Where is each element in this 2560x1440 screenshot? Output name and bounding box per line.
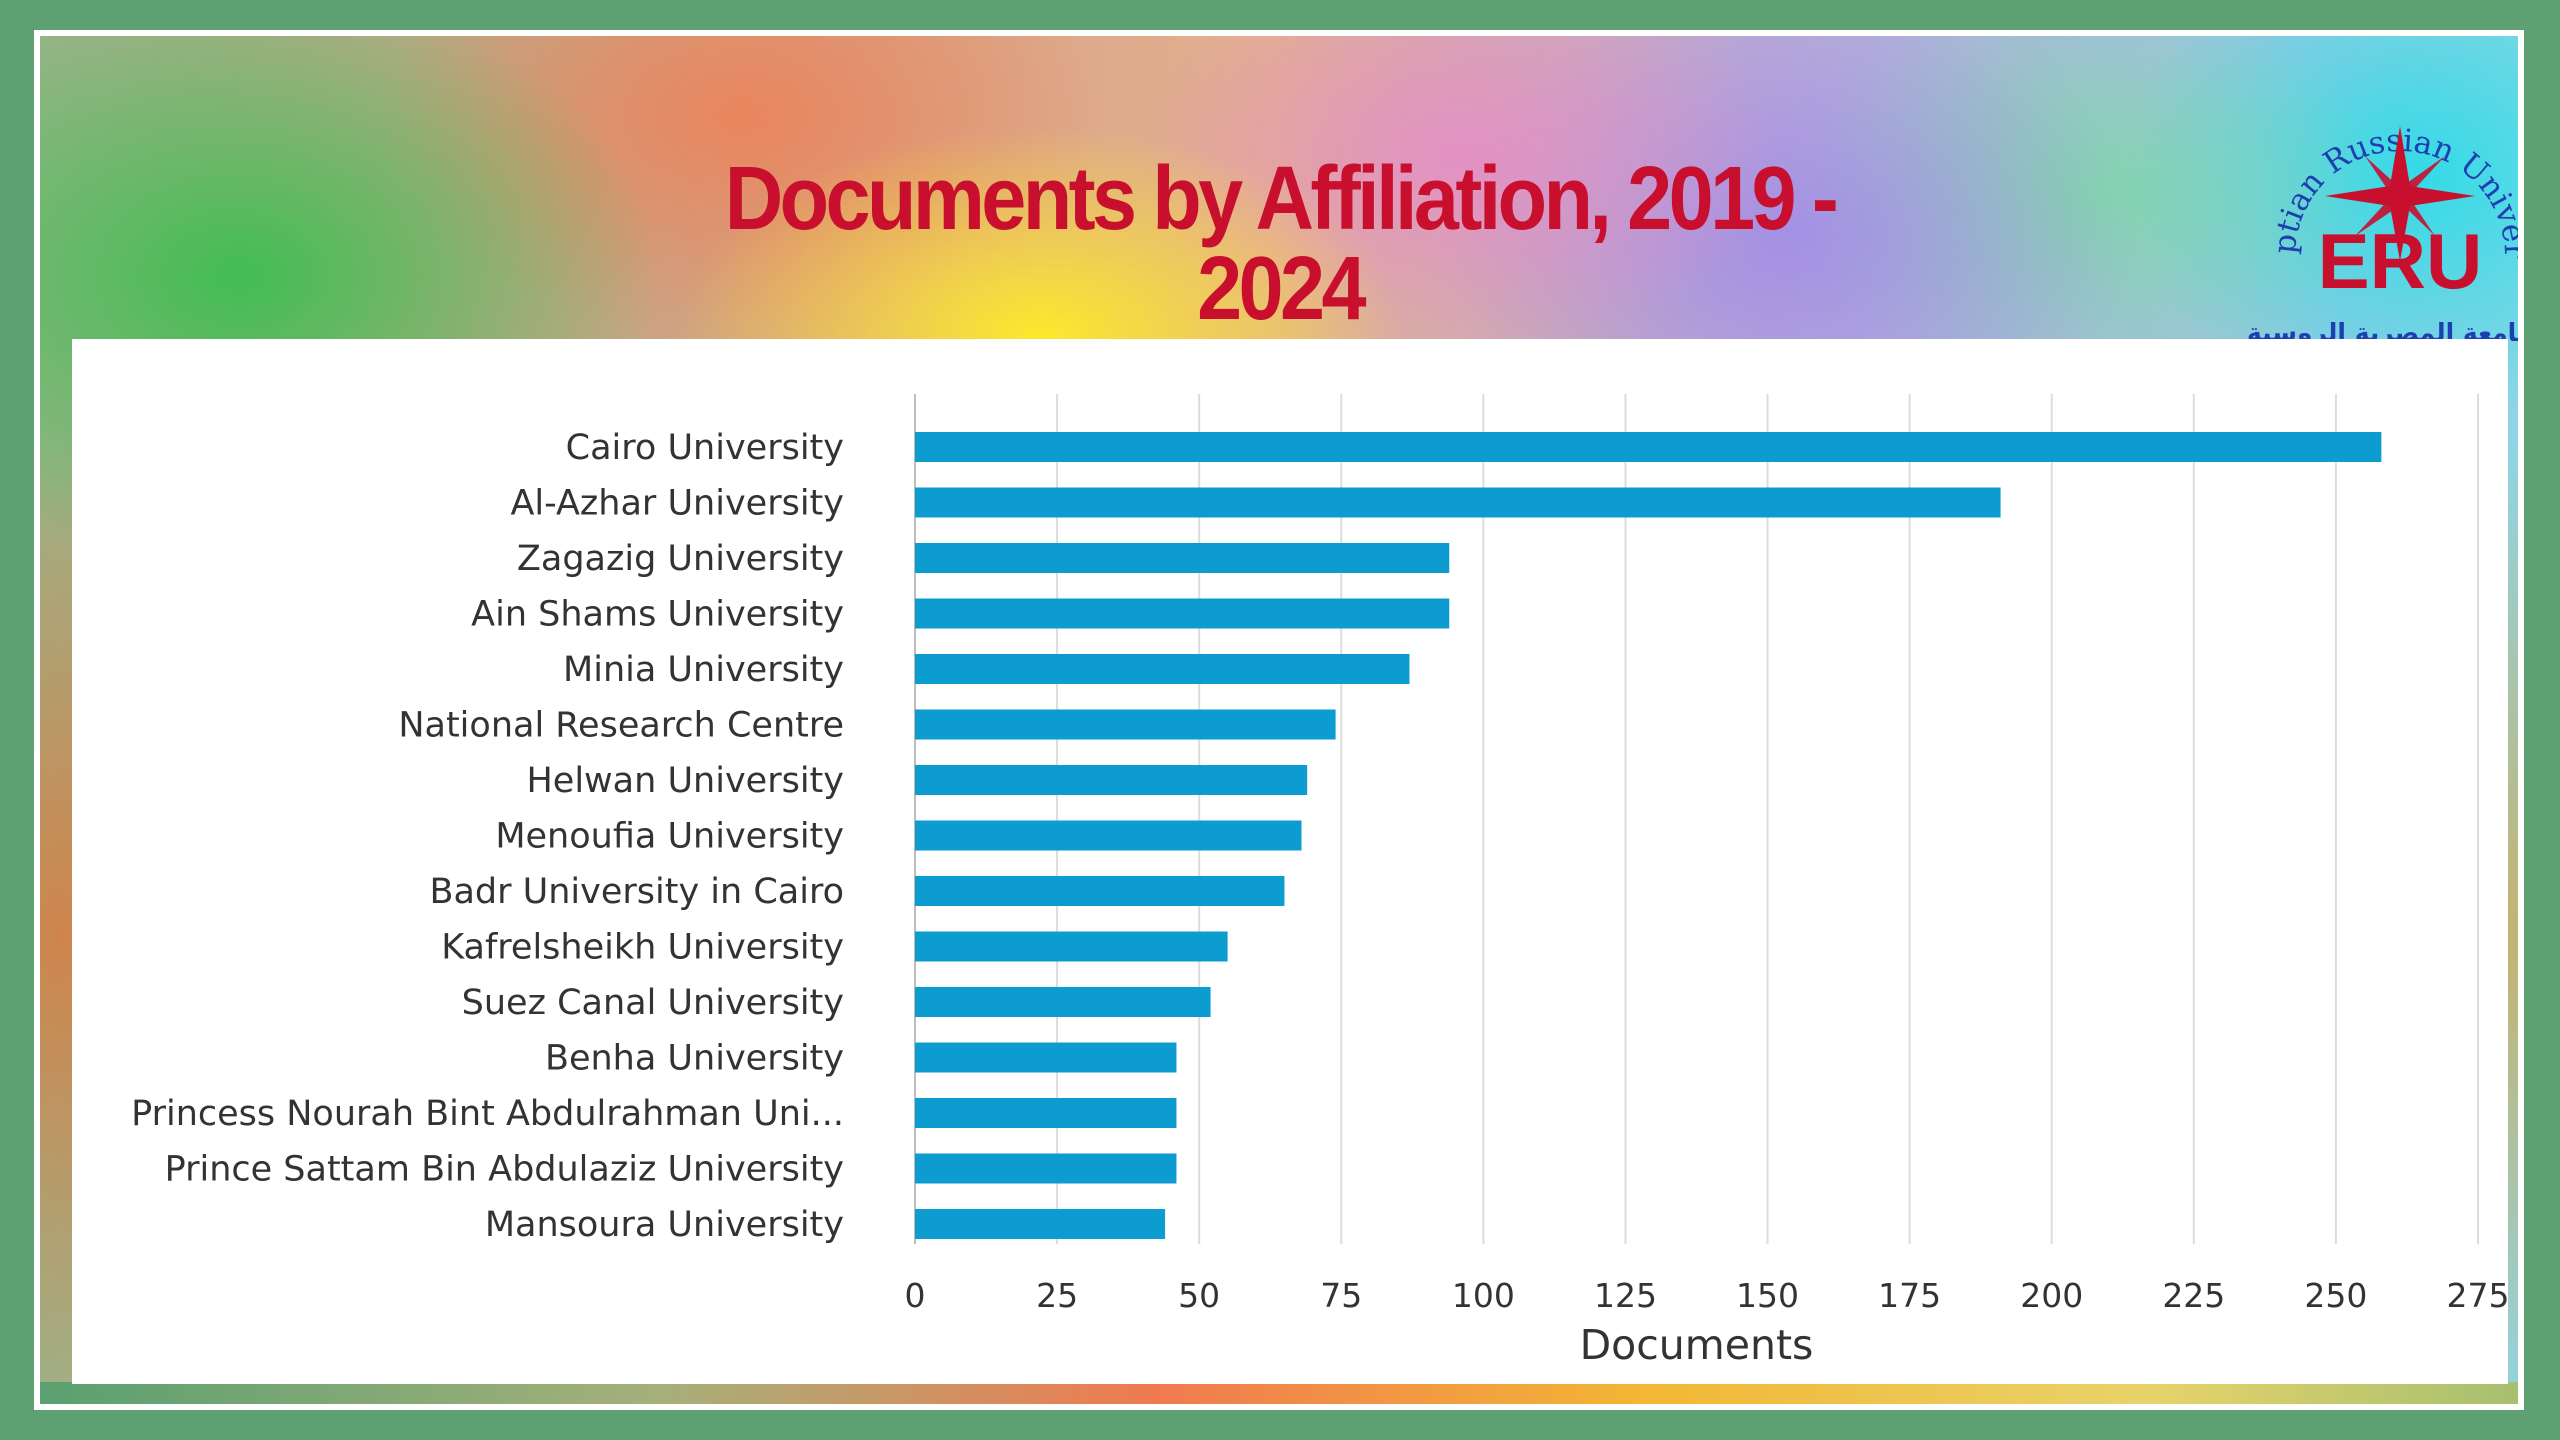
x-tick-label: 125 [1594, 1276, 1657, 1315]
decorative-strip [40, 1382, 2518, 1404]
category-label: Kafrelsheikh University [441, 928, 844, 968]
page-title: Documents by Affiliation, 2019 - 2024 [724, 149, 1839, 339]
category-label: Menoufia University [495, 817, 844, 857]
university-logo: Egyptian Russian University ERU الجامعة … [2230, 46, 2518, 348]
x-tick-label: 25 [1036, 1276, 1078, 1315]
bar[interactable] [915, 598, 1450, 629]
x-tick-label: 200 [2020, 1276, 2083, 1315]
category-label: Zagazig University [517, 539, 844, 579]
x-tick-label: 100 [1452, 1276, 1515, 1315]
x-tick-label: 75 [1320, 1276, 1362, 1315]
category-label: Benha University [545, 1039, 844, 1079]
category-label: Suez Canal University [462, 983, 844, 1023]
bar-chart: Cairo University Al-Azhar University Zagaz… [131, 394, 2509, 1369]
category-label: Minia University [563, 650, 844, 690]
x-tick-labels: 0 25 50 75 100 125 150 175 200 225 250 275 [905, 1276, 2509, 1315]
bar[interactable] [915, 820, 1302, 851]
x-tick-label: 150 [1736, 1276, 1799, 1315]
bar[interactable] [915, 543, 1450, 573]
x-tick-label: 275 [2447, 1276, 2509, 1315]
bar[interactable] [915, 432, 2382, 462]
category-label: National Research Centre [398, 706, 844, 746]
category-label: Helwan University [526, 761, 844, 801]
slide-frame: Documents by Affiliation, 2019 - 2024 Eg… [34, 30, 2524, 1410]
slide: Documents by Affiliation, 2019 - 2024 Eg… [40, 36, 2518, 1404]
bar[interactable] [915, 487, 2001, 518]
x-tick-label: 50 [1178, 1276, 1220, 1315]
chart-panel: Cairo University Al-Azhar University Zagaz… [72, 339, 2508, 1384]
category-label: Prince Sattam Bin Abdulaziz University [165, 1150, 844, 1190]
category-label: Cairo University [566, 428, 844, 468]
x-tick-label: 250 [2304, 1276, 2367, 1315]
grid-lines [914, 394, 2479, 1244]
bar[interactable] [915, 1098, 1177, 1128]
x-tick-label: 175 [1878, 1276, 1941, 1315]
logo-initials: ERU [2318, 217, 2483, 305]
bars [915, 432, 2382, 1239]
x-tick-label: 0 [905, 1276, 926, 1315]
category-label: Ain Shams University [471, 595, 844, 635]
bar[interactable] [915, 654, 1410, 684]
category-label: Badr University in Cairo [429, 872, 844, 912]
bar[interactable] [915, 931, 1228, 962]
category-label: Princess Nourah Bint Abdulrahman Uni... [131, 1094, 844, 1134]
category-labels: Cairo University Al-Azhar University Zagaz… [131, 428, 844, 1245]
x-axis-title: Documents [1580, 1321, 1814, 1369]
bar[interactable] [915, 709, 1336, 740]
x-tick-label: 225 [2162, 1276, 2225, 1315]
bar[interactable] [915, 1042, 1177, 1073]
bar[interactable] [915, 876, 1285, 906]
category-label: Mansoura University [485, 1205, 844, 1245]
category-label: Al-Azhar University [510, 484, 844, 524]
bar[interactable] [915, 1153, 1177, 1184]
bar[interactable] [915, 765, 1308, 795]
star-icon-diagonal [2355, 156, 2445, 236]
bar[interactable] [915, 1209, 1166, 1239]
bar[interactable] [915, 987, 1211, 1017]
